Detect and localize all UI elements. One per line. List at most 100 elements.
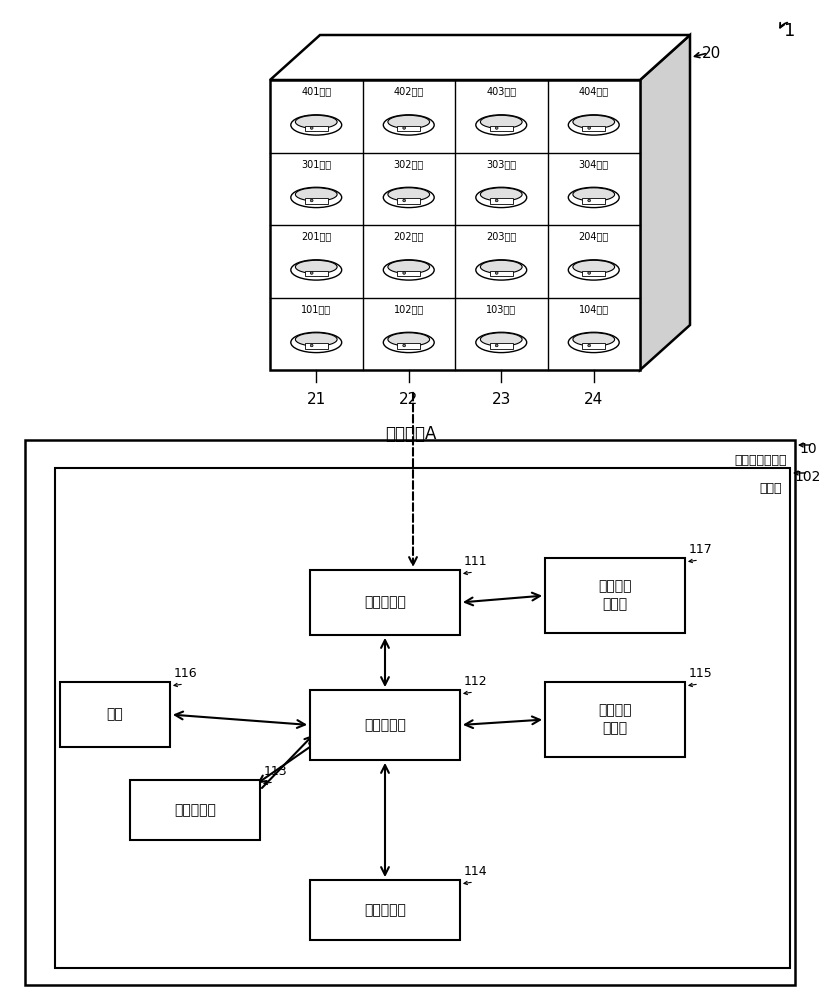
Text: 时钟: 时钟 xyxy=(107,708,123,722)
Text: 22: 22 xyxy=(399,392,418,407)
Ellipse shape xyxy=(388,188,429,201)
Text: 201号室: 201号室 xyxy=(301,232,332,242)
Text: 402号室: 402号室 xyxy=(394,87,424,97)
Ellipse shape xyxy=(310,127,313,129)
Text: 设备控制服务器: 设备控制服务器 xyxy=(734,454,787,467)
Bar xyxy=(310,690,460,760)
Ellipse shape xyxy=(291,260,342,280)
Text: 声音数据
生成部: 声音数据 生成部 xyxy=(598,579,632,612)
Bar xyxy=(545,558,685,633)
Text: 状态判定部: 状态判定部 xyxy=(364,903,406,917)
Bar xyxy=(397,198,420,204)
Ellipse shape xyxy=(573,115,614,129)
Ellipse shape xyxy=(568,332,619,353)
Text: 403号室: 403号室 xyxy=(486,87,516,97)
Text: 304号室: 304号室 xyxy=(579,159,609,169)
Bar xyxy=(582,198,605,204)
Bar xyxy=(490,198,513,204)
Ellipse shape xyxy=(476,332,527,353)
Ellipse shape xyxy=(403,272,405,274)
Ellipse shape xyxy=(388,115,429,129)
Text: 404号室: 404号室 xyxy=(579,87,609,97)
Ellipse shape xyxy=(295,260,337,274)
Text: 控制部: 控制部 xyxy=(759,482,782,495)
Text: 21: 21 xyxy=(307,392,326,407)
Bar xyxy=(490,271,513,276)
Ellipse shape xyxy=(480,333,522,346)
Bar xyxy=(397,343,420,349)
Bar xyxy=(310,880,460,940)
Ellipse shape xyxy=(388,260,429,274)
Polygon shape xyxy=(640,35,690,370)
Ellipse shape xyxy=(295,115,337,129)
Text: 23: 23 xyxy=(491,392,511,407)
Text: 102: 102 xyxy=(794,470,820,484)
Bar xyxy=(397,271,420,276)
Ellipse shape xyxy=(568,115,619,135)
Bar xyxy=(490,343,513,349)
Ellipse shape xyxy=(476,187,527,208)
Bar xyxy=(582,126,605,131)
Text: 302号室: 302号室 xyxy=(394,159,424,169)
Text: 102号室: 102号室 xyxy=(394,304,424,314)
Bar xyxy=(55,468,790,968)
Text: 1: 1 xyxy=(784,22,796,40)
Ellipse shape xyxy=(573,260,614,274)
Text: 204号室: 204号室 xyxy=(579,232,609,242)
Text: 104号室: 104号室 xyxy=(579,304,609,314)
Ellipse shape xyxy=(480,188,522,201)
Ellipse shape xyxy=(495,272,498,274)
Ellipse shape xyxy=(588,127,590,129)
Ellipse shape xyxy=(588,344,590,347)
Text: 202号室: 202号室 xyxy=(394,232,424,242)
Polygon shape xyxy=(270,35,690,80)
Bar xyxy=(490,126,513,131)
Ellipse shape xyxy=(403,344,405,347)
Ellipse shape xyxy=(588,199,590,202)
Text: 20: 20 xyxy=(702,45,721,60)
Ellipse shape xyxy=(295,188,337,201)
Text: 集合住宅A: 集合住宅A xyxy=(385,425,437,443)
Ellipse shape xyxy=(476,260,527,280)
Bar xyxy=(397,126,420,131)
Bar xyxy=(582,343,605,349)
Text: 401号室: 401号室 xyxy=(301,87,332,97)
Text: 时间安排
管理部: 时间安排 管理部 xyxy=(598,703,632,736)
Ellipse shape xyxy=(310,199,313,202)
Text: 301号室: 301号室 xyxy=(301,159,332,169)
Bar xyxy=(305,271,327,276)
Ellipse shape xyxy=(573,188,614,201)
Text: 设备管理部: 设备管理部 xyxy=(174,803,216,817)
Text: 通告管理部: 通告管理部 xyxy=(364,595,406,609)
Ellipse shape xyxy=(383,332,434,353)
Ellipse shape xyxy=(495,344,498,347)
Ellipse shape xyxy=(480,260,522,274)
Text: 24: 24 xyxy=(584,392,604,407)
Text: 203号室: 203号室 xyxy=(486,232,516,242)
Text: 103号室: 103号室 xyxy=(486,304,516,314)
Ellipse shape xyxy=(495,127,498,129)
Text: 群组管理部: 群组管理部 xyxy=(364,718,406,732)
Ellipse shape xyxy=(383,260,434,280)
Ellipse shape xyxy=(310,344,313,347)
Text: 111: 111 xyxy=(464,555,488,568)
Ellipse shape xyxy=(573,333,614,346)
Text: 101号室: 101号室 xyxy=(301,304,332,314)
Text: 303号室: 303号室 xyxy=(486,159,516,169)
Ellipse shape xyxy=(295,333,337,346)
Ellipse shape xyxy=(383,115,434,135)
Ellipse shape xyxy=(310,272,313,274)
Bar xyxy=(545,682,685,757)
Ellipse shape xyxy=(388,333,429,346)
Ellipse shape xyxy=(291,115,342,135)
Bar xyxy=(25,440,795,985)
Bar xyxy=(305,126,327,131)
Bar xyxy=(582,271,605,276)
Ellipse shape xyxy=(291,187,342,208)
Ellipse shape xyxy=(383,187,434,208)
Text: 114: 114 xyxy=(464,865,488,878)
Ellipse shape xyxy=(291,332,342,353)
Text: 117: 117 xyxy=(689,543,713,556)
Bar xyxy=(130,780,260,840)
Bar xyxy=(310,570,460,635)
